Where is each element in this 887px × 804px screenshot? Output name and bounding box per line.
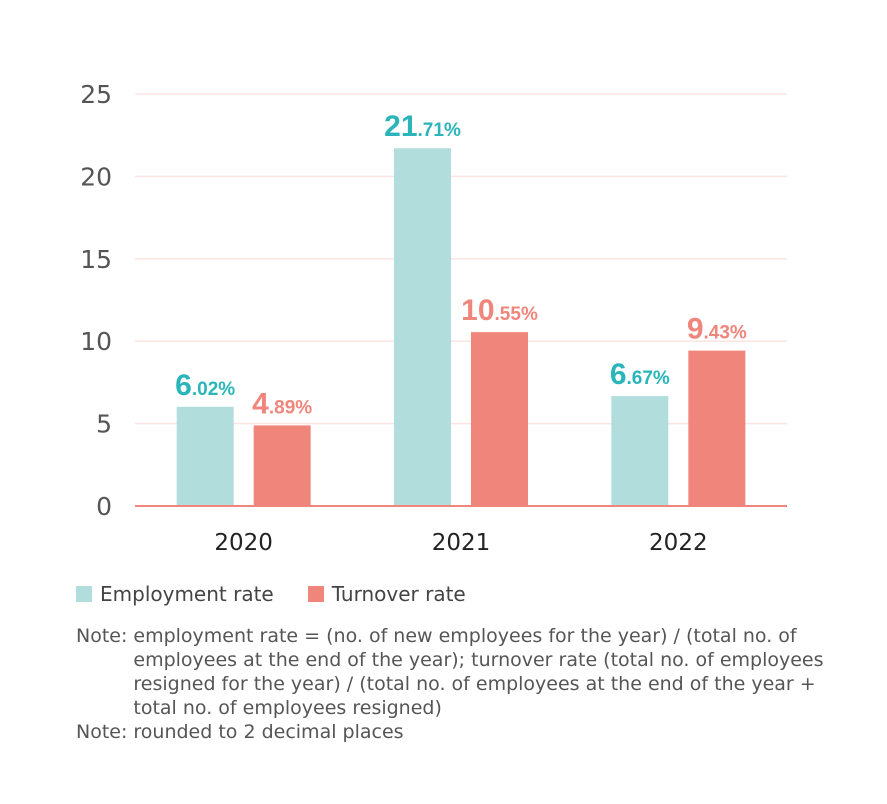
- note-text: rounded to 2 decimal places: [133, 721, 404, 743]
- bar-turnover: [471, 332, 528, 506]
- bar-employment: [394, 148, 451, 507]
- legend-item-turnover: Turnover rate: [307, 582, 466, 606]
- note-rounding: Note: rounded to 2 decimal places: [76, 720, 836, 744]
- y-tick-label: 15: [80, 245, 112, 274]
- legend-item-employment: Employment rate: [76, 582, 274, 606]
- y-tick-label: 10: [80, 327, 112, 356]
- data-label: 6.67%: [610, 358, 670, 391]
- legend-label: Employment rate: [100, 582, 274, 606]
- y-tick-label: 20: [80, 162, 112, 191]
- legend: Employment rate Turnover rate: [76, 582, 466, 606]
- bar-chart: 0 5 10 15 20 25 6.02% 4.89% 2020 21.71% 10.55% 2021…: [80, 80, 787, 556]
- note-label: Note:: [76, 721, 128, 743]
- bar-turnover: [253, 425, 311, 506]
- note-text: employment rate = (no. of new employees …: [133, 625, 824, 719]
- bar-employment: [176, 406, 234, 506]
- x-tick-label: 2021: [432, 530, 491, 556]
- x-tick-label: 2020: [214, 530, 273, 556]
- notes: Note: employment rate = (no. of new empl…: [76, 624, 836, 744]
- y-tick-label: 5: [96, 410, 112, 439]
- bar-employment: [611, 396, 669, 506]
- y-tick-label: 25: [80, 80, 112, 109]
- legend-label: Turnover rate: [331, 582, 466, 606]
- data-label: 6.02%: [175, 369, 235, 402]
- note-definitions: Note: employment rate = (no. of new empl…: [76, 624, 836, 720]
- note-label: Note:: [76, 625, 128, 647]
- legend-swatch-employment: [76, 586, 92, 602]
- legend-swatch-turnover: [307, 586, 324, 602]
- x-tick-label: 2022: [649, 530, 708, 556]
- data-label: 4.89%: [252, 387, 312, 420]
- y-tick-label: 0: [96, 492, 112, 521]
- data-label: 9.43%: [687, 313, 747, 346]
- bar-turnover: [688, 350, 746, 506]
- data-label: 10.55%: [461, 294, 538, 327]
- data-label: 21.71%: [384, 110, 461, 143]
